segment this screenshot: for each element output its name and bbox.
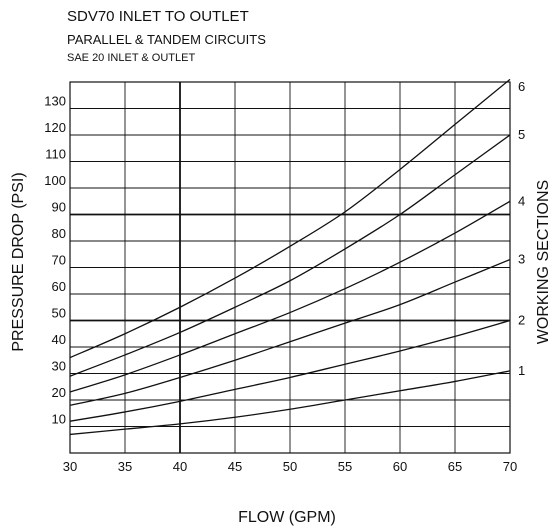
grid	[69, 81, 511, 454]
y-tick-label-10: 10	[52, 412, 66, 427]
x-tick-label-55: 55	[338, 459, 352, 474]
series-line-2	[69, 319, 511, 422]
y-tick-label-110: 110	[45, 147, 66, 162]
series-label-6: 6	[518, 79, 525, 94]
x-tick-label-30: 30	[63, 459, 77, 474]
y-tick-label-70: 70	[52, 253, 66, 268]
y-tick-label-80: 80	[52, 226, 66, 241]
x-tick-label-65: 65	[448, 459, 462, 474]
right-axis-label: WORKING SECTIONS	[535, 180, 552, 344]
y-tick-label-40: 40	[52, 332, 66, 347]
y-tick-label-90: 90	[52, 200, 66, 215]
chart-title: SDV70 INLET TO OUTLET	[67, 8, 249, 25]
chart-subtitle: PARALLEL & TANDEM CIRCUITS	[67, 32, 266, 47]
chart-subtitle-2: SAE 20 INLET & OUTLET	[67, 52, 196, 64]
series-label-2: 2	[518, 313, 525, 328]
y-tick-label-60: 60	[52, 279, 66, 294]
y-tick-label-50: 50	[52, 306, 66, 321]
series-label-3: 3	[518, 252, 525, 267]
series-label-5: 5	[518, 127, 525, 142]
x-tick-label-70: 70	[503, 459, 517, 474]
series-line-3	[69, 258, 511, 406]
x-tick-label-40: 40	[173, 459, 187, 474]
y-tick-label-130: 130	[44, 94, 66, 109]
x-tick-label-45: 45	[228, 459, 242, 474]
series-line-5	[69, 134, 511, 377]
x-tick-label-50: 50	[283, 459, 297, 474]
series-line-1	[69, 370, 511, 436]
y-tick-label-20: 20	[52, 385, 66, 400]
y-tick-label-100: 100	[44, 173, 66, 188]
curves	[69, 78, 511, 436]
plot-frame	[69, 81, 511, 454]
tick-labels: 30 35 40 45 50 55 60 65 701020304050607080901001…	[44, 79, 525, 474]
y-tick-label-30: 30	[52, 359, 66, 374]
series-label-4: 4	[518, 193, 525, 208]
x-tick-label-35: 35	[118, 459, 132, 474]
series-line-4	[69, 200, 511, 393]
series-line-6	[69, 78, 511, 359]
y-axis-label: PRESSURE DROP (PSI)	[10, 172, 27, 351]
x-tick-label-60: 60	[393, 459, 407, 474]
series-label-1: 1	[518, 363, 525, 378]
y-tick-label-120: 120	[44, 120, 66, 135]
x-axis-label: FLOW (GPM)	[238, 509, 336, 526]
